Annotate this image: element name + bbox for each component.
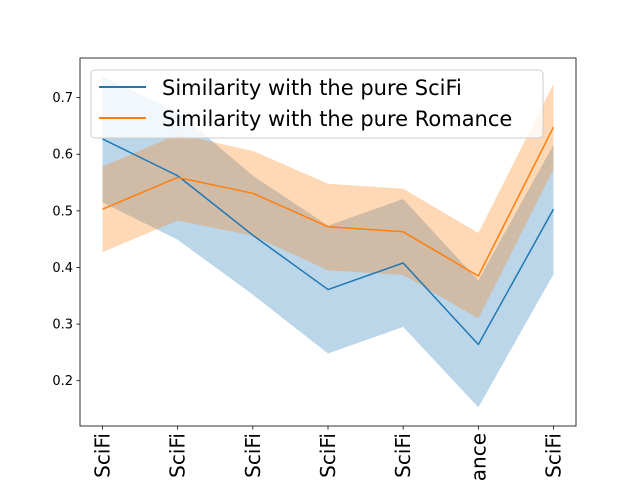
y-tick-label: 0.6	[52, 148, 73, 163]
y-tick-label: 0.4	[52, 261, 73, 276]
y-tick-label: 0.3	[52, 318, 73, 333]
x-tick-label: SciFi	[542, 433, 566, 478]
legend-label-series-2: Similarity with the pure Romance	[162, 107, 512, 131]
series-line-1	[102, 138, 555, 346]
legend-label-series-1: Similarity with the pure SciFi	[162, 76, 462, 100]
y-tick-label: 0.5	[52, 204, 73, 219]
y-tick-label: 0.7	[52, 91, 73, 106]
x-tick-label: SciFi	[166, 433, 190, 478]
series-line-2	[102, 126, 555, 277]
confidence-band-series-1	[102, 76, 554, 408]
confidence-band-series-2	[102, 84, 554, 319]
legend: Similarity with the pure SciFi Similarity…	[90, 69, 544, 139]
y-axis: 0.2 0.3 0.4 0.5 0.6 0.7	[52, 91, 80, 389]
x-axis: SciFi SciFi SciFi SciFi SciFi ance SciFi	[91, 426, 566, 480]
series-lines	[102, 126, 555, 346]
y-tick-label: 0.2	[52, 374, 73, 389]
x-tick-label: SciFi	[241, 433, 265, 478]
x-tick-label: ance	[466, 433, 490, 480]
confidence-bands	[102, 76, 554, 408]
legend-box	[90, 69, 544, 139]
x-tick-label: SciFi	[91, 433, 115, 478]
x-tick-label: SciFi	[391, 433, 415, 478]
x-tick-label: SciFi	[316, 433, 340, 478]
